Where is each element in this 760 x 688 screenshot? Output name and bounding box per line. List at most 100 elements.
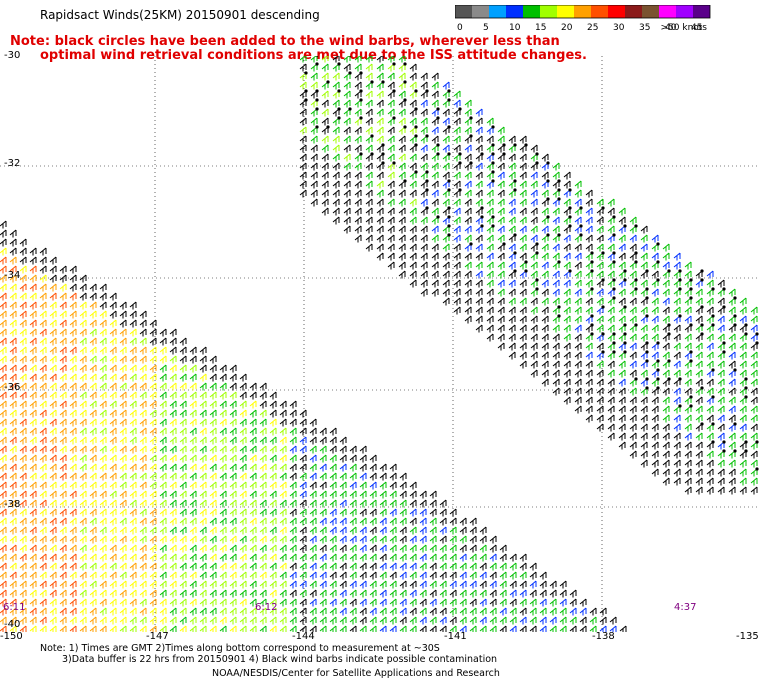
wind-barb [541,324,549,333]
wind-barb [179,463,187,472]
wind-barb [199,607,207,616]
wind-barb [359,499,367,508]
wind-barb [662,423,670,432]
wind-barb [269,544,277,553]
wind-barb [199,625,207,632]
wind-barb [69,607,77,616]
wind-barb [149,526,157,535]
wind-barb [79,319,87,328]
wind-barb [139,436,147,445]
wind-barb [389,472,397,481]
wind-barb [376,243,384,252]
wind-barb [259,562,267,571]
wind-barb [673,396,681,405]
wind-barb [249,427,257,436]
wind-barb [541,153,549,162]
contamination-dot [315,89,319,93]
wind-barb [509,580,517,589]
wind-barb [39,319,47,328]
wind-barb [149,463,157,472]
wind-barb [99,571,107,580]
contamination-dot [722,440,726,444]
wind-barb [29,292,37,301]
wind-barb [469,598,477,607]
wind-barb [349,553,357,562]
wind-barb [673,459,681,468]
wind-barb [651,270,659,279]
wind-barb [343,198,351,207]
wind-barb [129,526,137,535]
wind-barb [109,445,117,454]
wind-barb [89,625,97,632]
wind-barb [409,234,417,243]
wind-barb [169,571,177,580]
wind-barb [239,418,247,427]
wind-barb [329,526,337,535]
wind-barb [139,463,147,472]
wind-barb [750,459,758,468]
wind-barb [119,517,127,526]
contamination-dot [656,278,660,282]
wind-barb [9,499,17,508]
contamination-dot [623,224,627,228]
scale-swatch [540,5,557,18]
wind-barb [179,436,187,445]
wind-barb [519,598,527,607]
wind-barb [19,589,27,598]
wind-barb [79,589,87,598]
wind-barb [279,436,287,445]
wind-barb [369,544,377,553]
wind-barb [9,310,17,319]
contamination-dot [425,134,429,138]
wind-barb [279,625,287,632]
wind-barb [349,445,357,454]
wind-barb [139,481,147,490]
wind-barb [464,225,472,234]
wind-barb [239,607,247,616]
wind-barb [59,535,67,544]
wind-barb [429,526,437,535]
wind-barb [379,508,387,517]
wind-barb [464,216,472,225]
wind-barb [249,526,257,535]
wind-barb [299,81,307,90]
wind-barb [269,580,277,589]
wind-barb [489,535,497,544]
wind-barb [369,499,377,508]
wind-barb [453,171,461,180]
wind-barb [529,589,537,598]
wind-barb [229,481,237,490]
wind-barb [489,625,497,632]
wind-barb [409,153,417,162]
wind-barb [299,625,307,632]
wind-barb [399,490,407,499]
wind-barb [259,535,267,544]
wind-barb [199,418,207,427]
wind-barb [618,252,626,261]
wind-barb [750,450,758,459]
wind-barb [354,162,362,171]
wind-barb [379,598,387,607]
wind-barb [169,328,177,337]
wind-barb [409,63,417,72]
wind-barb [574,306,582,315]
wind-barb [519,135,527,144]
wind-barb [618,423,626,432]
wind-barb [279,508,287,517]
wind-barb [321,117,329,126]
contamination-dot [656,368,660,372]
wind-barb [29,499,37,508]
wind-barb [159,526,167,535]
wind-barb [387,81,395,90]
wind-barb [508,135,516,144]
wind-barb [69,580,77,589]
wind-barb [552,351,560,360]
wind-barb [329,616,337,625]
wind-barb [539,571,547,580]
wind-barb [706,306,714,315]
wind-barb [109,301,117,310]
wind-barb [219,625,227,632]
contamination-dot [392,116,396,120]
wind-barb [319,589,327,598]
wind-barb [89,418,97,427]
